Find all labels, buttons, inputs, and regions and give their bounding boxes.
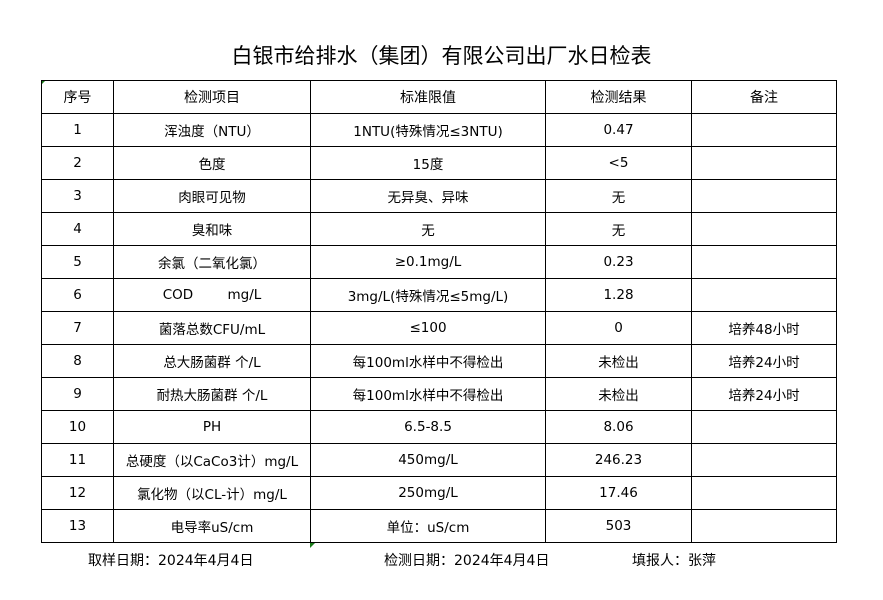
test-result-cell: 17.46 [545, 476, 692, 510]
test-result-cell: 未检出 [545, 377, 692, 411]
table-row: 5 余氯（二氧化氯） ≥0.1mg/L 0.23 [41, 245, 837, 279]
row-number-cell: 12 [41, 476, 114, 510]
standard-limit-cell: 每100ml水样中不得检出 [310, 377, 546, 411]
row-number-cell: 4 [41, 212, 114, 246]
remark-cell: 培养48小时 [691, 311, 837, 345]
remark-cell: 培养24小时 [691, 377, 837, 411]
row-number-cell: 8 [41, 344, 114, 378]
standard-limit-cell: ≥0.1mg/L [310, 245, 546, 279]
test-date: 检测日期：2024年4月4日 [384, 553, 550, 569]
standard-limit-cell: 1NTU(特殊情况≤3NTU) [310, 113, 546, 147]
sample-date: 取样日期：2024年4月4日 [88, 553, 254, 569]
standard-limit-cell: 无异臭、异味 [310, 179, 546, 213]
test-item-cell: 氯化物（以CL-计）mg/L [113, 476, 311, 510]
test-item-cell: 肉眼可见物 [113, 179, 311, 213]
table-row: 9 耐热大肠菌群 个/L 每100ml水样中不得检出 未检出 培养24小时 [41, 377, 837, 411]
standard-limit-cell: ≤100 [310, 311, 546, 345]
row-number-cell: 7 [41, 311, 114, 345]
header-cell: 备注 [691, 80, 837, 114]
header-cell: 序号 [41, 80, 114, 114]
page-title: 白银市给排水（集团）有限公司出厂水日检表 [231, 44, 652, 68]
table-row: 2 色度 15度 <5 [41, 146, 837, 180]
standard-limit-cell: 250mg/L [310, 476, 546, 510]
row-number-cell: 6 [41, 278, 114, 312]
test-result-cell: 0.23 [545, 245, 692, 279]
row-number-cell: 3 [41, 179, 114, 213]
test-item-cell: COD mg/L [113, 278, 311, 312]
standard-limit-cell: 无 [310, 212, 546, 246]
test-result-cell: 1.28 [545, 278, 692, 312]
test-item-cell: PH [113, 410, 311, 444]
remark-cell [691, 146, 837, 180]
header-cell: 检测项目 [113, 80, 311, 114]
remark-cell [691, 443, 837, 477]
test-item-cell: 电导率uS/cm [113, 509, 311, 543]
table-row: 6 COD mg/L 3mg/L(特殊情况≤5mg/L) 1.28 [41, 278, 837, 312]
table-row: 7 菌落总数CFU/mL ≤100 0 培养48小时 [41, 311, 837, 345]
test-result-cell: 503 [545, 509, 692, 543]
row-number-cell: 5 [41, 245, 114, 279]
test-item-cell: 总硬度（以CaCo3计）mg/L [113, 443, 311, 477]
test-result-cell: 未检出 [545, 344, 692, 378]
test-result-cell: 0.47 [545, 113, 692, 147]
row-number-cell: 11 [41, 443, 114, 477]
row-number-cell: 13 [41, 509, 114, 543]
standard-limit-cell: 450mg/L [310, 443, 546, 477]
test-result-cell: 8.06 [545, 410, 692, 444]
row-number-cell: 2 [41, 146, 114, 180]
standard-limit-cell: 每100ml水样中不得检出 [310, 344, 546, 378]
row-number-cell: 9 [41, 377, 114, 411]
standard-limit-cell: 6.5-8.5 [310, 410, 546, 444]
test-item-cell: 浑浊度（NTU） [113, 113, 311, 147]
test-result-cell: 0 [545, 311, 692, 345]
table-row: 12 氯化物（以CL-计）mg/L 250mg/L 17.46 [41, 476, 837, 510]
test-result-cell: 无 [545, 179, 692, 213]
table-row: 4 臭和味无无 [41, 212, 837, 246]
row-number-cell: 1 [41, 113, 114, 147]
test-result-cell: 246.23 [545, 443, 692, 477]
standard-limit-cell: 单位：uS/cm [310, 509, 546, 543]
row-number-cell: 10 [41, 410, 114, 444]
test-item-cell: 余氯（二氧化氯） [113, 245, 311, 279]
table-row: 8 总大肠菌群 个/L 每100ml水样中不得检出 未检出 培养24小时 [41, 344, 837, 378]
remark-cell [691, 245, 837, 279]
test-item-cell: 臭和味 [113, 212, 311, 246]
test-item-cell: 总大肠菌群 个/L [113, 344, 311, 378]
inspection-table: 序号 检测项目 标准限值 检测结果 备注 1 浑浊度（NTU） 1NTU(特殊情况≤… [41, 80, 837, 543]
remark-cell [691, 179, 837, 213]
remark-cell [691, 476, 837, 510]
standard-limit-cell: 15度 [310, 146, 546, 180]
test-result-cell: <5 [545, 146, 692, 180]
remark-cell [691, 509, 837, 543]
table-row: 11 总硬度（以CaCo3计）mg/L 450mg/L 246.23 [41, 443, 837, 477]
header-cell: 标准限值 [310, 80, 546, 114]
table-row: 1 浑浊度（NTU） 1NTU(特殊情况≤3NTU) 0.47 [41, 113, 837, 147]
table-header-row: 序号 检测项目 标准限值 检测结果 备注 [41, 80, 837, 114]
test-item-cell: 耐热大肠菌群 个/L [113, 377, 311, 411]
remark-cell [691, 113, 837, 147]
reporter: 填报人：张萍 [632, 553, 716, 569]
remark-cell: 培养24小时 [691, 344, 837, 378]
header-cell: 检测结果 [545, 80, 692, 114]
table-row: 3 肉眼可见物 无异臭、异味无 [41, 179, 837, 213]
remark-cell [691, 212, 837, 246]
remark-cell [691, 278, 837, 312]
table-row: 13 电导率uS/cm 单位：uS/cm 503 [41, 509, 837, 543]
table-row: 10 PH 6.5-8.5 8.06 [41, 410, 837, 444]
remark-cell [691, 410, 837, 444]
test-result-cell: 无 [545, 212, 692, 246]
standard-limit-cell: 3mg/L(特殊情况≤5mg/L) [310, 278, 546, 312]
test-item-cell: 菌落总数CFU/mL [113, 311, 311, 345]
test-item-cell: 色度 [113, 146, 311, 180]
cell-marker [310, 543, 315, 548]
